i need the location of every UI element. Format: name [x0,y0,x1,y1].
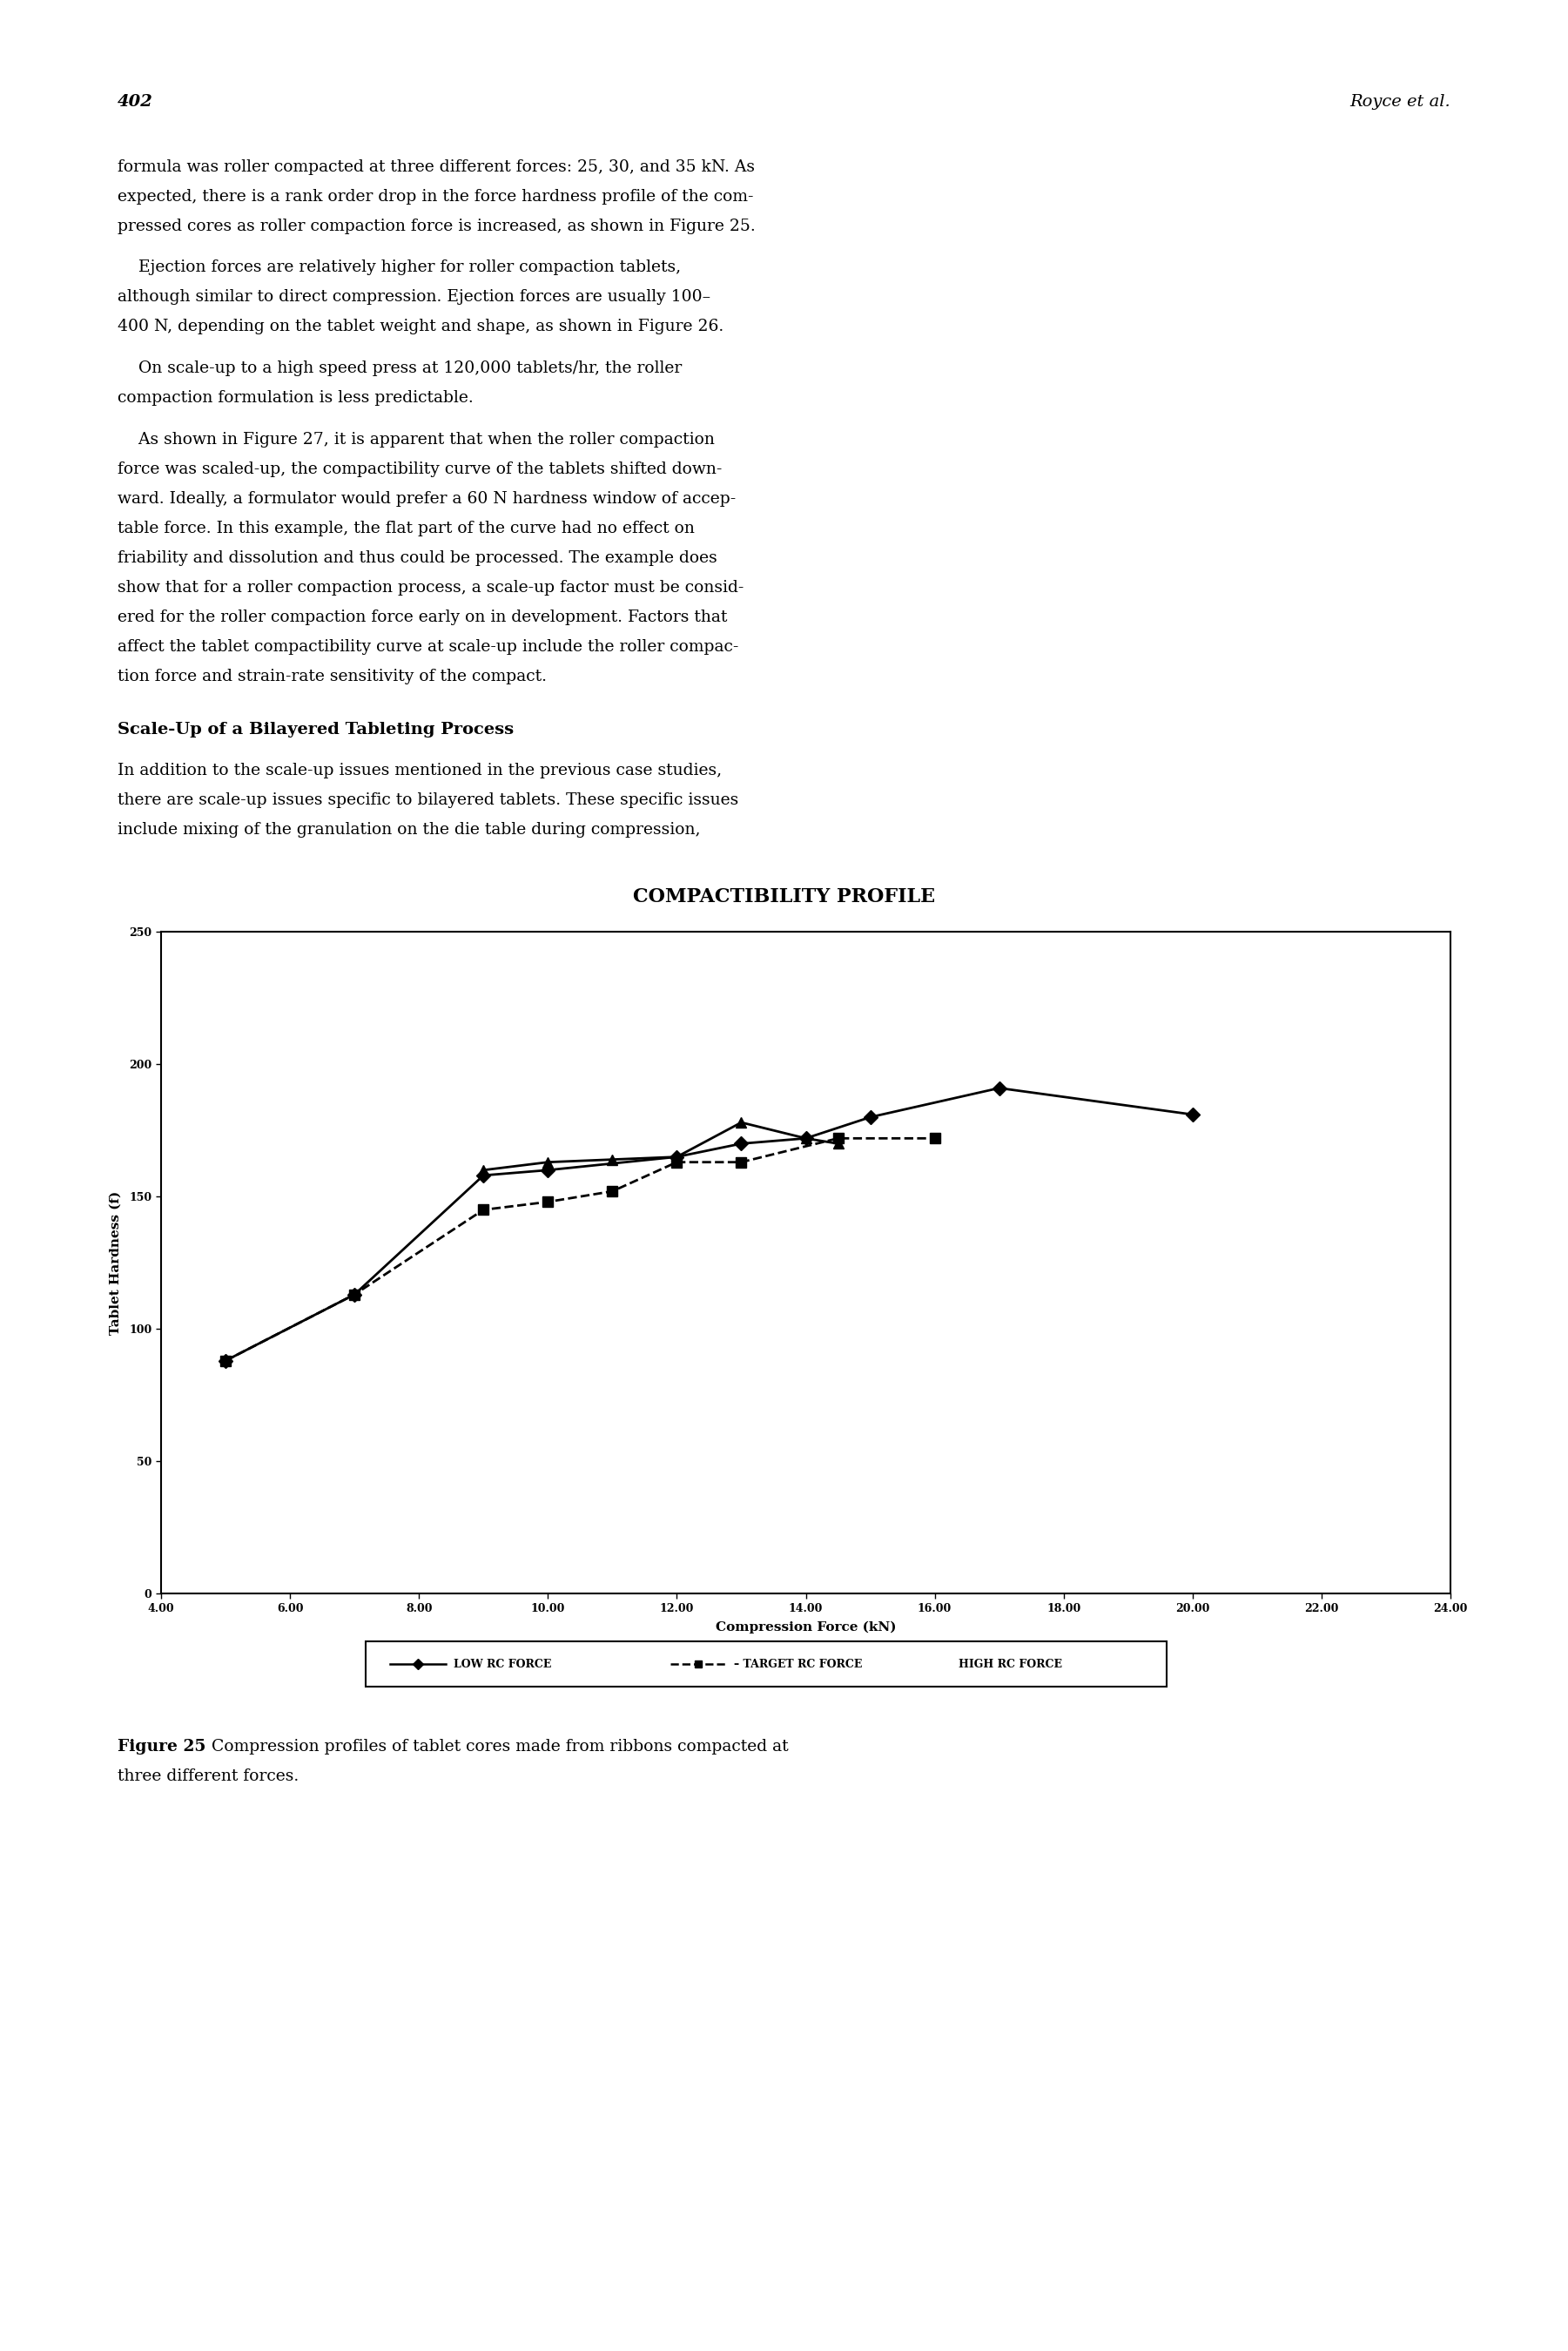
Text: As shown in Figure 27, it is apparent that when the roller compaction: As shown in Figure 27, it is apparent th… [118,433,715,447]
Text: there are scale-up issues specific to bilayered tablets. These specific issues: there are scale-up issues specific to bi… [118,792,739,809]
Text: show that for a roller compaction process, a scale-up factor must be consid-: show that for a roller compaction proces… [118,581,743,595]
Text: expected, there is a rank order drop in the force hardness profile of the com-: expected, there is a rank order drop in … [118,188,754,205]
Text: – TARGET RC FORCE: – TARGET RC FORCE [734,1657,862,1669]
Text: table force. In this example, the flat part of the curve had no effect on: table force. In this example, the flat p… [118,520,695,536]
Text: friability and dissolution and thus could be processed. The example does: friability and dissolution and thus coul… [118,550,717,567]
Text: COMPACTIBILITY PROFILE: COMPACTIBILITY PROFILE [633,886,935,907]
Text: Ejection forces are relatively higher for roller compaction tablets,: Ejection forces are relatively higher fo… [118,261,681,275]
Text: Scale-Up of a Bilayered Tableting Process: Scale-Up of a Bilayered Tableting Proces… [118,722,514,738]
Text: three different forces.: three different forces. [118,1768,299,1784]
Text: tion force and strain-rate sensitivity of the compact.: tion force and strain-rate sensitivity o… [118,668,547,684]
Text: formula was roller compacted at three different forces: 25, 30, and 35 kN. As: formula was roller compacted at three di… [118,160,754,174]
Text: ered for the roller compaction force early on in development. Factors that: ered for the roller compaction force ear… [118,609,728,625]
Text: include mixing of the granulation on the die table during compression,: include mixing of the granulation on the… [118,823,701,837]
Text: HIGH RC FORCE: HIGH RC FORCE [958,1657,1062,1669]
Text: 402: 402 [118,94,154,110]
Text: 400 N, depending on the tablet weight and shape, as shown in Figure 26.: 400 N, depending on the tablet weight an… [118,320,724,334]
X-axis label: Compression Force (kN): Compression Force (kN) [715,1622,895,1634]
Text: Royce et al.: Royce et al. [1350,94,1450,110]
Text: although similar to direct compression. Ejection forces are usually 100–: although similar to direct compression. … [118,289,710,306]
Text: LOW RC FORCE: LOW RC FORCE [453,1657,552,1669]
Text: ward. Ideally, a formulator would prefer a 60 N hardness window of accep-: ward. Ideally, a formulator would prefer… [118,491,735,505]
Text: In addition to the scale-up issues mentioned in the previous case studies,: In addition to the scale-up issues menti… [118,764,721,778]
Text: compaction formulation is less predictable.: compaction formulation is less predictab… [118,390,474,407]
Text: force was scaled-up, the compactibility curve of the tablets shifted down-: force was scaled-up, the compactibility … [118,461,723,477]
Text: pressed cores as roller compaction force is increased, as shown in Figure 25.: pressed cores as roller compaction force… [118,219,756,235]
Text: On scale-up to a high speed press at 120,000 tablets/hr, the roller: On scale-up to a high speed press at 120… [118,360,682,376]
Y-axis label: Tablet Hardness (f): Tablet Hardness (f) [110,1192,122,1335]
Text: Compression profiles of tablet cores made from ribbons compacted at: Compression profiles of tablet cores mad… [212,1740,789,1754]
Text: Figure 25: Figure 25 [118,1740,205,1754]
Text: affect the tablet compactibility curve at scale-up include the roller compac-: affect the tablet compactibility curve a… [118,639,739,654]
